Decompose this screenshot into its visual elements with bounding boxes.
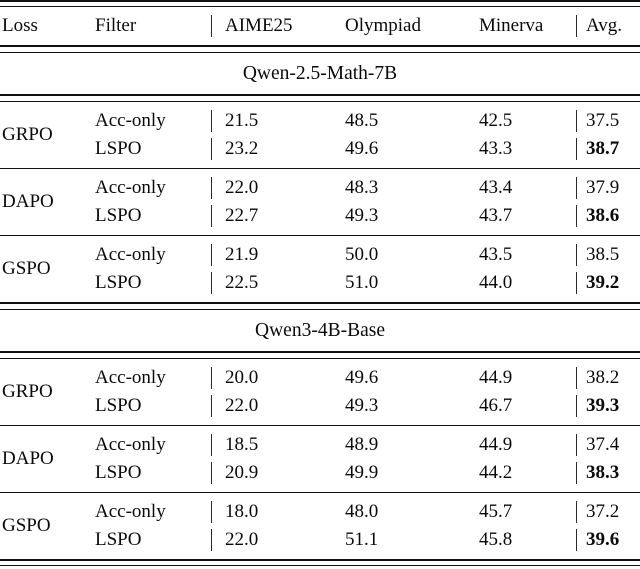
value-aime25: 20.9	[211, 462, 345, 484]
column-header-loss: Loss	[2, 15, 38, 36]
loss-group-gspo: GSPO Acc-only 21.9 50.0 43.5 38.5 LSPO 2…	[0, 236, 640, 302]
loss-label: DAPO	[2, 191, 54, 212]
value-minerva: 43.5	[479, 244, 513, 265]
value-minerva: 45.8	[479, 529, 513, 550]
loss-group-dapo: DAPO Acc-only 18.5 48.9 44.9 37.4 LSPO 2…	[0, 426, 640, 492]
section-title-qwen25-math-7b: Qwen-2.5-Math-7B	[242, 63, 398, 84]
loss-label: GRPO	[2, 381, 53, 402]
value-avg-best: 39.6	[576, 529, 640, 551]
value-olympiad: 51.0	[345, 272, 379, 293]
loss-group-grpo: GRPO Acc-only 20.0 49.6 44.9 38.2 LSPO 2…	[0, 359, 640, 425]
value-olympiad: 50.0	[345, 244, 379, 265]
value-minerva: 45.7	[479, 501, 513, 522]
filter-label: Acc-only	[95, 367, 166, 388]
value-avg-best: 39.2	[576, 272, 640, 294]
value-avg-best: 38.7	[576, 138, 640, 160]
value-aime25: 21.5	[211, 110, 345, 132]
filter-label: LSPO	[95, 395, 142, 416]
value-olympiad: 49.3	[345, 395, 379, 416]
value-aime25: 22.0	[211, 177, 345, 199]
value-minerva: 44.9	[479, 367, 513, 388]
top-rule	[0, 0, 640, 7]
value-avg-best: 38.6	[576, 205, 640, 227]
value-olympiad: 48.0	[345, 501, 379, 522]
filter-label: LSPO	[95, 138, 142, 159]
loss-label: GRPO	[2, 124, 53, 145]
value-olympiad: 49.6	[345, 138, 379, 159]
rule	[0, 492, 640, 493]
value-olympiad: 49.6	[345, 367, 379, 388]
filter-label: Acc-only	[95, 501, 166, 522]
value-olympiad: 49.3	[345, 205, 379, 226]
loss-label: GSPO	[2, 258, 51, 279]
rule	[0, 235, 640, 236]
value-avg-best: 38.3	[576, 462, 640, 484]
loss-group-dapo: DAPO Acc-only 22.0 48.3 43.4 37.9 LSPO 2…	[0, 169, 640, 235]
column-header-avg: Avg.	[576, 15, 640, 37]
rule	[0, 45, 640, 53]
loss-label: GSPO	[2, 515, 51, 536]
column-header-filter: Filter	[95, 15, 137, 36]
value-minerva: 42.5	[479, 110, 513, 131]
value-olympiad: 48.9	[345, 434, 379, 455]
value-minerva: 44.9	[479, 434, 513, 455]
value-minerva: 43.4	[479, 177, 513, 198]
section-title-qwen3-4b-base: Qwen3-4B-Base	[255, 320, 385, 341]
value-avg: 38.5	[576, 244, 640, 266]
value-minerva: 43.3	[479, 138, 513, 159]
column-header-olympiad: Olympiad	[345, 15, 421, 36]
value-aime25: 18.0	[211, 501, 345, 523]
value-aime25: 22.0	[211, 529, 345, 551]
filter-label: Acc-only	[95, 434, 166, 455]
value-olympiad: 51.1	[345, 529, 379, 550]
value-aime25: 22.5	[211, 272, 345, 294]
loss-label: DAPO	[2, 448, 54, 469]
value-aime25: 20.0	[211, 367, 345, 389]
value-avg: 37.5	[576, 110, 640, 132]
bottom-rule	[0, 559, 640, 566]
filter-label: Acc-only	[95, 110, 166, 131]
value-aime25: 23.2	[211, 138, 345, 160]
filter-label: LSPO	[95, 272, 142, 293]
value-aime25: 18.5	[211, 434, 345, 456]
value-minerva: 46.7	[479, 395, 513, 416]
value-avg-best: 39.3	[576, 395, 640, 417]
value-avg: 38.2	[576, 367, 640, 389]
filter-label: LSPO	[95, 462, 142, 483]
value-avg: 37.2	[576, 501, 640, 523]
value-minerva: 43.7	[479, 205, 513, 226]
rule	[0, 302, 640, 310]
value-aime25: 21.9	[211, 244, 345, 266]
filter-label: Acc-only	[95, 177, 166, 198]
value-aime25: 22.7	[211, 205, 345, 227]
value-aime25: 22.0	[211, 395, 345, 417]
value-minerva: 44.0	[479, 272, 513, 293]
table-header-row: Loss Filter AIME25 Olympiad Minerva Avg.	[0, 7, 640, 45]
value-avg: 37.4	[576, 434, 640, 456]
value-olympiad: 49.9	[345, 462, 379, 483]
filter-label: LSPO	[95, 205, 142, 226]
rule	[0, 351, 640, 359]
rule	[0, 94, 640, 102]
rule	[0, 168, 640, 169]
value-minerva: 44.2	[479, 462, 513, 483]
value-olympiad: 48.3	[345, 177, 379, 198]
filter-label: Acc-only	[95, 244, 166, 265]
filter-label: LSPO	[95, 529, 142, 550]
value-avg: 37.9	[576, 177, 640, 199]
column-header-minerva: Minerva	[479, 15, 544, 36]
loss-group-grpo: GRPO Acc-only 21.5 48.5 42.5 37.5 LSPO 2…	[0, 102, 640, 168]
loss-group-gspo: GSPO Acc-only 18.0 48.0 45.7 37.2 LSPO 2…	[0, 493, 640, 559]
column-header-aime25: AIME25	[211, 15, 345, 37]
value-olympiad: 48.5	[345, 110, 379, 131]
rule	[0, 425, 640, 426]
